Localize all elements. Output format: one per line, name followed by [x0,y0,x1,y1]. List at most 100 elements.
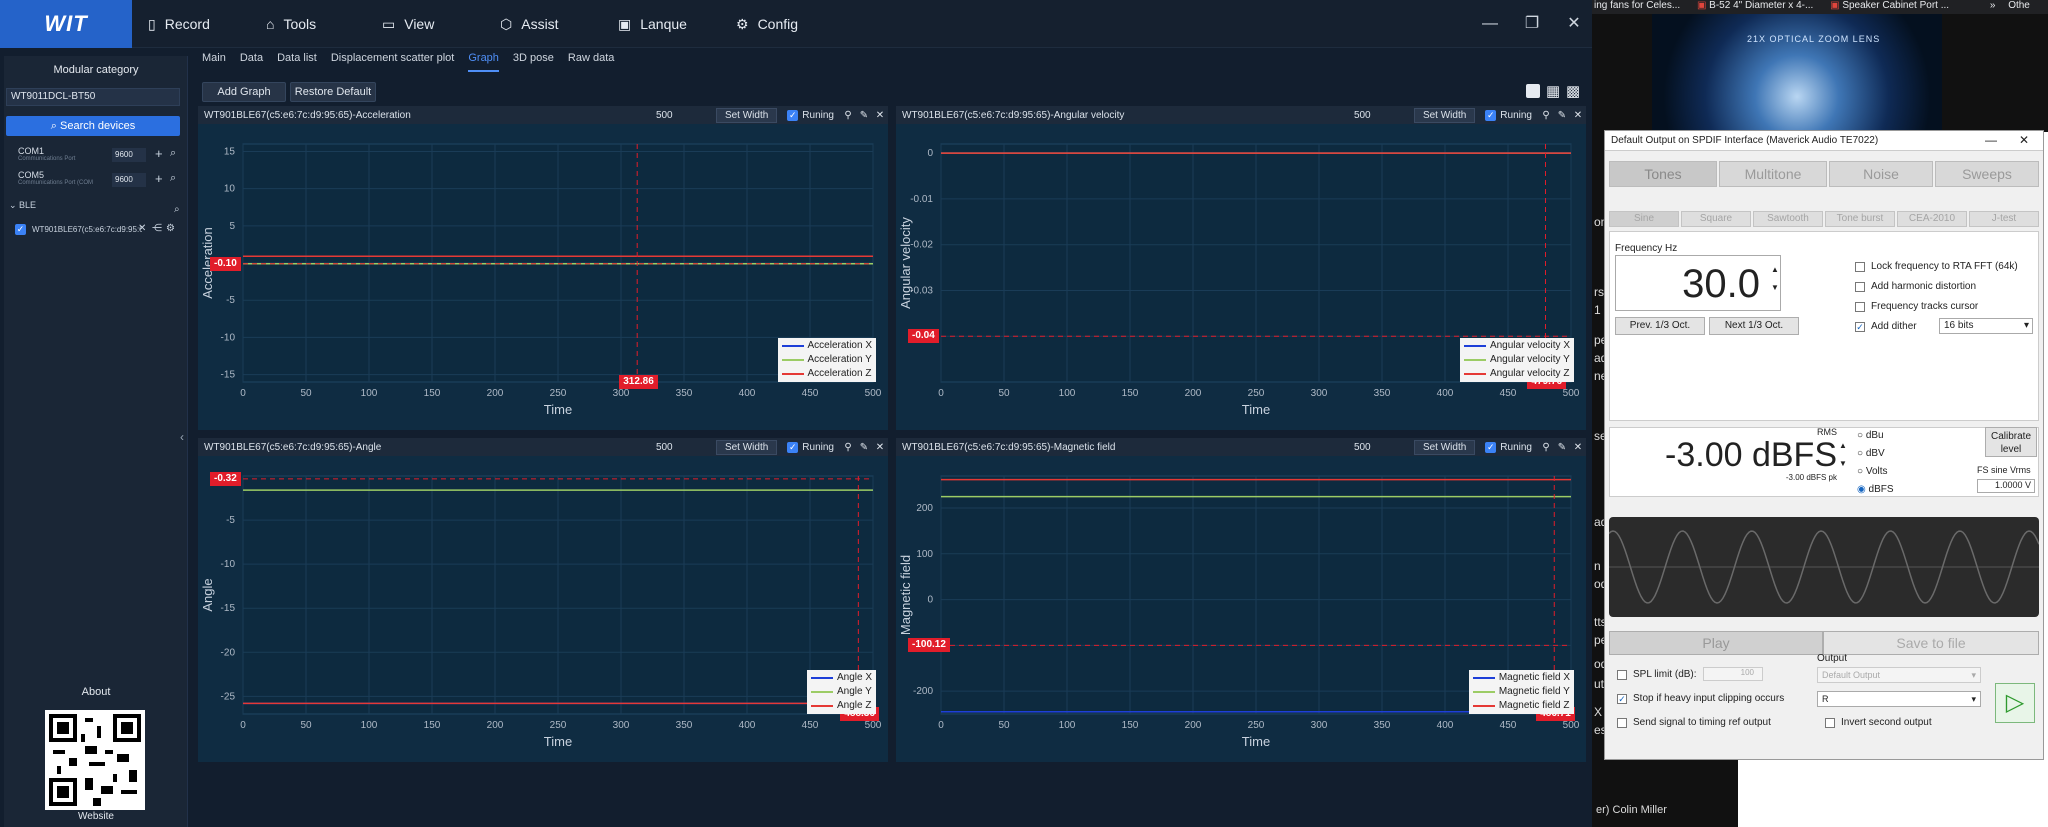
legend-item[interactable]: Magnetic field X [1472,671,1570,685]
legend-item[interactable]: Angle X [810,671,872,685]
line-chart[interactable]: 050100150200250300350400450500151050-5-1… [198,124,888,430]
gear-icon[interactable]: ⚙ [166,223,175,234]
play-button[interactable]: Play [1609,631,1823,655]
browser-tab[interactable]: ing fans for Celes... [1594,0,1681,11]
running-checkbox[interactable]: ✓ Runing [787,441,834,453]
browser-tab[interactable]: Othe [2008,0,2030,11]
close-button[interactable]: ✕ [2019,133,2030,147]
running-checkbox[interactable]: ✓ Runing [1485,441,1532,453]
menu-tools[interactable]: ⌂ Tools [266,16,317,32]
menu-record[interactable]: ▯ Record [148,15,210,33]
chart-legend[interactable]: Angular velocity X Angular velocity Y Angu… [1459,338,1574,382]
legend-item[interactable]: Acceleration Z [781,367,872,381]
close-icon[interactable]: ✕ [1573,441,1583,453]
set-width-button[interactable]: Set Width [1413,439,1476,455]
search-devices-button[interactable]: ⌕ Search devices [6,116,180,136]
marker-icon[interactable]: ⚲ [1542,441,1550,453]
line-chart[interactable]: 0 50 100 150 200 250 300 350 400 450 500 0 -0.01 -0.0… [896,124,1586,430]
output-channel-select[interactable]: R ▾ [1817,691,1981,707]
width-input[interactable]: 500 [655,441,673,453]
layout-single-icon[interactable] [1526,84,1540,98]
restore-button[interactable]: ❐ [1524,15,1540,32]
tab-displacement[interactable]: Displacement scatter plot [330,52,455,64]
marker-icon[interactable]: ⚲ [844,109,852,121]
chart-legend[interactable]: Angle X Angle Y Angle Z [806,670,876,714]
legend-item[interactable]: Angular velocity Z [1463,367,1570,381]
add-dither-checkbox[interactable]: ✓ Add dither [1855,321,1917,332]
legend-item[interactable]: Angle Y [810,685,872,699]
menu-view[interactable]: ▭ View [382,15,435,33]
harmonic-distortion-checkbox[interactable]: Add harmonic distortion [1855,281,1976,292]
tab-main[interactable]: Main [202,52,226,64]
layout-grid4-icon[interactable]: ▦ [1546,83,1561,100]
line-chart[interactable]: 0 50 100 150 200 250 300 350 400 450 500 200 100 0 -10… [896,456,1586,762]
prev-octave-button[interactable]: Prev. 1/3 Oct. [1615,317,1705,335]
add-icon[interactable]: + [155,171,163,186]
close-icon[interactable]: ✕ [875,441,885,453]
calibrate-level-button[interactable]: Calibrate level [1985,427,2037,457]
invert-second-output-checkbox[interactable]: Invert second output [1825,717,1932,728]
edit-icon[interactable]: ✎ [859,441,869,453]
subtab-jtest[interactable]: J-test [1969,211,2039,227]
edit-icon[interactable]: ✎ [1557,109,1567,121]
marker-icon[interactable]: ⚲ [844,441,852,453]
line-chart[interactable]: 0 50 100 150 200 250 300 350 400 450 500 -5 -10 -15 -2… [198,456,888,762]
port-com1[interactable]: COM1 Communications Port [18,146,76,162]
menu-assist[interactable]: ⬡ Assist [500,15,559,33]
search-icon[interactable]: ⌕ [170,147,177,159]
legend-item[interactable]: Acceleration X [781,339,872,353]
width-input[interactable]: 500 [655,109,673,121]
edit-icon[interactable]: ✎ [1557,441,1567,453]
width-input[interactable]: 500 [1353,441,1371,453]
search-icon[interactable]: ⌕ [174,204,180,215]
play-generator-button[interactable]: ▷ [1995,683,2035,723]
next-octave-button[interactable]: Next 1/3 Oct. [1709,317,1799,335]
spl-limit-input[interactable]: 100 [1703,667,1763,681]
fs-sine-input[interactable]: 1.0000 V [1977,479,2035,493]
device-checkbox[interactable]: ✓ [15,224,26,235]
minimize-button[interactable]: — [1482,15,1498,32]
ble-group[interactable]: ⌄ BLE [9,200,37,210]
width-input[interactable]: 500 [1353,109,1371,121]
chart-legend[interactable]: Magnetic field X Magnetic field Y Magnetic… [1468,670,1574,714]
dither-bits-select[interactable]: 16 bits ▾ [1939,318,2033,334]
frequency-tracks-cursor-checkbox[interactable]: Frequency tracks cursor [1855,301,1978,312]
marker-icon[interactable]: ⚲ [1542,109,1550,121]
subtab-sawtooth[interactable]: Sawtooth [1753,211,1823,227]
level-spinner[interactable]: ▲ ▼ [1839,441,1847,468]
add-graph-button[interactable]: Add Graph [202,82,286,102]
subtab-cea2010[interactable]: CEA-2010 [1897,211,1967,227]
frequency-input[interactable]: 30.0 [1615,255,1781,311]
share-icon[interactable]: ⋲ [152,223,162,234]
restore-default-button[interactable]: Restore Default [290,82,376,102]
tab-data-list[interactable]: Data list [277,52,317,64]
set-width-button[interactable]: Set Width [1413,107,1476,123]
chart-legend[interactable]: Acceleration X Acceleration Y Acceleration… [777,338,876,382]
tab-3d-pose[interactable]: 3D pose [512,52,554,64]
frequency-spinner[interactable]: ▲ ▼ [1771,265,1779,292]
spl-limit-checkbox[interactable]: SPL limit (dB): [1617,669,1697,680]
subtab-sine[interactable]: Sine [1609,211,1679,227]
browser-tab[interactable]: Speaker Cabinet Port ... [1842,0,1950,11]
disconnect-icon[interactable]: ✕ [138,223,147,234]
tab-tones[interactable]: Tones [1609,161,1717,187]
add-icon[interactable]: + [155,146,163,161]
tab-graph[interactable]: Graph [468,52,499,72]
tab-data[interactable]: Data [239,52,264,64]
browser-tab[interactable]: B-52 4" Diameter x 4-... [1709,0,1814,11]
tab-raw-data[interactable]: Raw data [567,52,615,64]
close-button[interactable]: ✕ [1567,15,1581,32]
set-width-button[interactable]: Set Width [715,107,778,123]
ble-device-name[interactable]: WT901BLE67(c5:e6:7c:d9:95:65) [32,225,142,234]
website-label[interactable]: Website [78,811,114,822]
set-width-button[interactable]: Set Width [715,439,778,455]
menu-language[interactable]: ▣ Lanque [618,15,687,33]
legend-item[interactable]: Magnetic field Y [1472,685,1570,699]
tab-noise[interactable]: Noise [1829,161,1933,187]
search-icon[interactable]: ⌕ [170,172,177,184]
minimize-button[interactable]: — [1985,133,1997,147]
send-timing-checkbox[interactable]: Send signal to timing ref output [1617,717,1771,728]
stop-clipping-checkbox[interactable]: ✓ Stop if heavy input clipping occurs [1617,693,1785,704]
legend-item[interactable]: Acceleration Y [781,353,872,367]
device-model-input[interactable]: WT9011DCL-BT50 [6,88,180,106]
